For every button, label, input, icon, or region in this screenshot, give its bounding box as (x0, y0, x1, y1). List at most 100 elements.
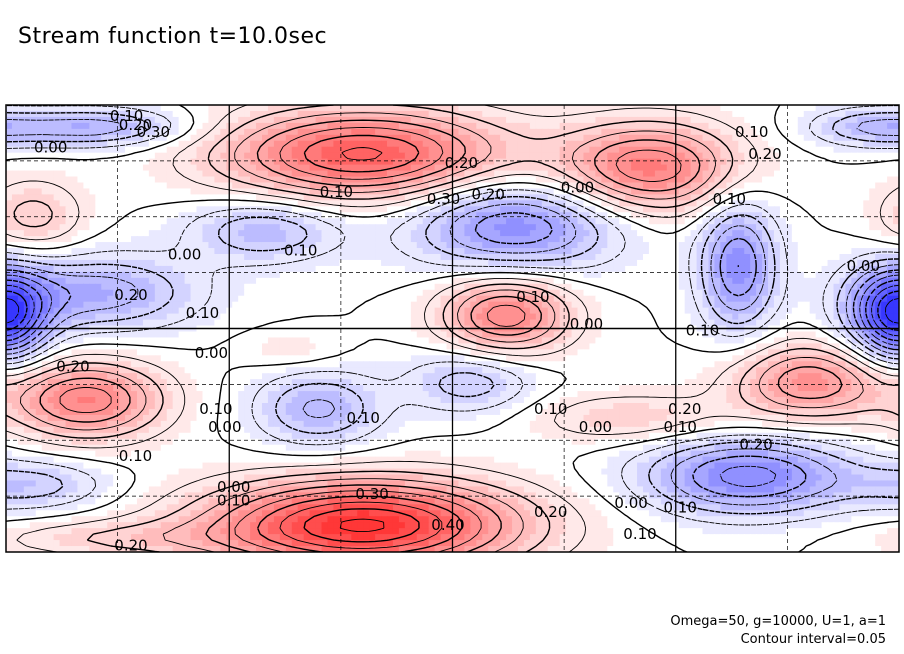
heat-cell (77, 259, 84, 267)
heat-cell (119, 116, 126, 124)
heat-cell (267, 236, 275, 243)
heat-cell (375, 200, 382, 207)
heat-cell (660, 170, 668, 178)
heat-cell (398, 200, 406, 207)
heat-cell (47, 140, 55, 148)
heat-cell (529, 218, 537, 225)
heat-cell (89, 248, 96, 255)
heat-cell (595, 295, 602, 303)
heat-cell (512, 206, 519, 213)
heat-cell (369, 236, 376, 243)
heat-cell (101, 170, 108, 178)
heat-cell (809, 134, 817, 142)
heat-cell (351, 140, 358, 148)
heat-cell (547, 212, 555, 219)
heat-cell (357, 176, 364, 184)
heat-cell (863, 206, 870, 213)
heat-cell (887, 236, 894, 243)
heat-cell (256, 277, 263, 285)
heat-cell (863, 248, 870, 255)
heat-cell (488, 259, 495, 267)
heat-cell (166, 230, 174, 237)
heat-cell (488, 224, 495, 231)
heat-cell (887, 212, 894, 219)
heat-cell (595, 206, 602, 213)
heat-cell (357, 146, 364, 154)
heat-cell (381, 140, 388, 148)
heat-cell (279, 116, 287, 124)
heat-cell (494, 128, 501, 136)
heat-cell (136, 218, 144, 225)
heat-cell (583, 140, 591, 148)
heat-cell (714, 158, 721, 166)
heat-cell (488, 194, 495, 201)
heat-cell (654, 170, 662, 178)
heat-cell (387, 105, 394, 112)
heat-cell (428, 176, 436, 184)
heat-cell (357, 194, 364, 201)
heat-cell (768, 116, 775, 124)
heat-cell (684, 176, 692, 184)
heat-cell (476, 248, 483, 255)
heat-cell (756, 295, 763, 303)
heat-cell (875, 128, 882, 136)
heat-cell (744, 164, 751, 172)
heat-cell (273, 164, 281, 172)
heat-cell (750, 105, 757, 112)
heat-cell (107, 176, 114, 184)
heat-cell (750, 289, 757, 297)
heat-cell (279, 122, 287, 130)
heat-cell (47, 105, 55, 112)
heat-cell (785, 224, 793, 231)
heat-cell (351, 128, 358, 136)
heat-cell (762, 242, 769, 249)
heat-cell (571, 182, 579, 190)
heat-cell (458, 283, 465, 291)
heat-cell (59, 146, 67, 154)
heat-cell (291, 200, 299, 207)
heat-cell (559, 140, 567, 148)
heat-cell (238, 212, 245, 219)
heat-cell (95, 110, 102, 118)
heat-cell (583, 289, 591, 297)
heat-cell (267, 230, 275, 237)
heat-cell (839, 146, 847, 154)
heat-cell (101, 164, 108, 172)
heat-cell (571, 116, 579, 124)
heat-cell (553, 146, 561, 154)
heat-cell (297, 152, 305, 160)
heat-cell (720, 122, 727, 130)
heat-cell (357, 224, 364, 231)
heat-cell (131, 259, 138, 267)
heat-cell (458, 134, 465, 142)
heat-cell (488, 236, 495, 243)
heat-cell (250, 212, 257, 219)
heat-cell (857, 212, 864, 219)
heat-cell (547, 206, 555, 213)
heat-cell (589, 105, 596, 112)
heat-cell (154, 206, 162, 213)
heat-cell (773, 182, 781, 190)
heat-cell (589, 212, 596, 219)
heat-cell (851, 110, 858, 118)
heat-cell (517, 105, 525, 112)
heat-cell (95, 236, 102, 243)
heat-cell (654, 140, 662, 148)
heat-cell (738, 200, 745, 207)
heat-cell (470, 218, 477, 225)
heat-cell (363, 164, 370, 172)
heat-cell (273, 230, 281, 237)
heat-cell (351, 122, 358, 130)
heat-cell (553, 271, 561, 279)
heat-cell (125, 140, 132, 148)
heat-cell (643, 188, 650, 195)
heat-cell (160, 122, 168, 130)
heat-cell (726, 242, 733, 249)
heat-cell (154, 254, 162, 261)
heat-cell (815, 230, 823, 237)
heat-cell (631, 176, 638, 184)
heat-cell (643, 265, 650, 273)
heat-cell (11, 242, 19, 249)
heat-cell (196, 188, 204, 195)
heat-cell (160, 295, 168, 303)
